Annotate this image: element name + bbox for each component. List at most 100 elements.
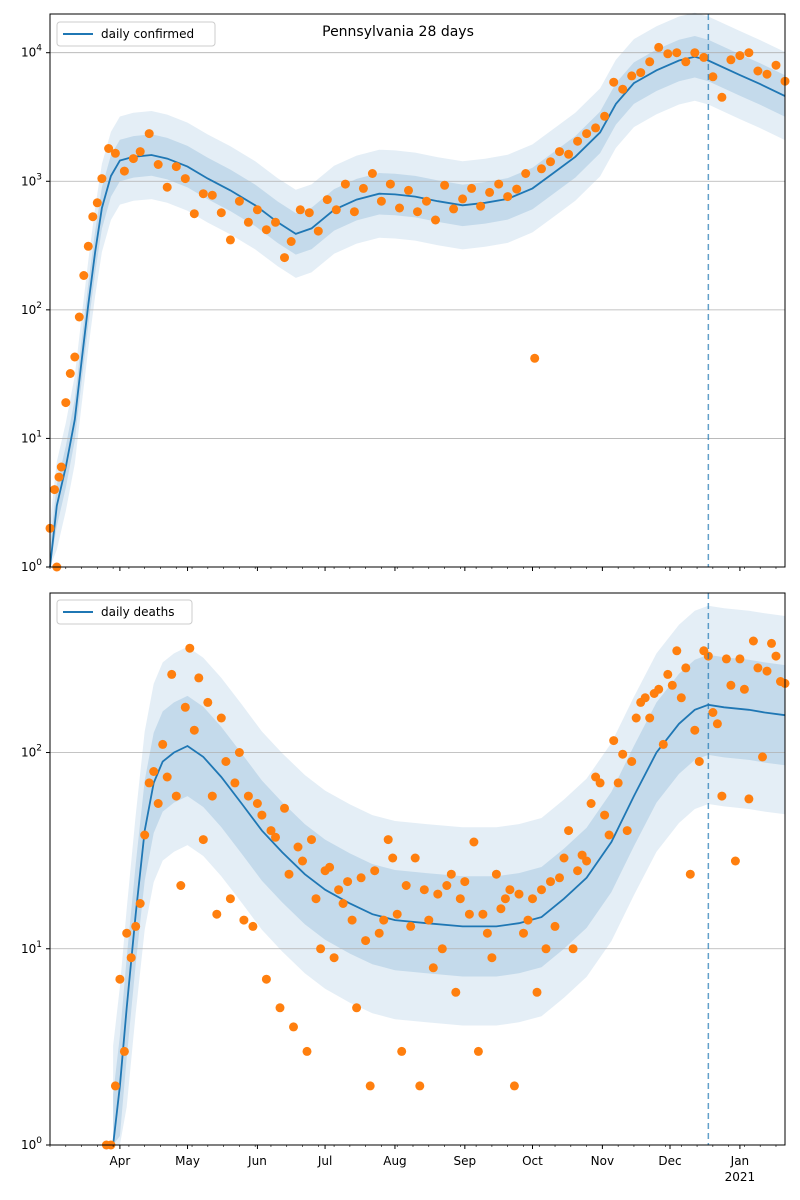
observed-point bbox=[153, 799, 163, 808]
observed-point bbox=[167, 669, 177, 679]
x-tick-label: Dec bbox=[658, 1154, 681, 1168]
observed-point bbox=[230, 778, 240, 788]
observed-point bbox=[600, 111, 610, 121]
observed-point bbox=[302, 1046, 312, 1056]
observed-point bbox=[162, 772, 172, 782]
observed-point bbox=[521, 169, 531, 178]
observed-point bbox=[699, 52, 709, 62]
observed-point bbox=[530, 353, 540, 363]
observed-point bbox=[370, 866, 380, 876]
observed-point bbox=[467, 183, 477, 193]
observed-point bbox=[753, 66, 763, 76]
observed-point bbox=[446, 869, 456, 879]
observed-point bbox=[334, 885, 344, 895]
observed-point bbox=[284, 869, 294, 879]
observed-point bbox=[293, 842, 303, 852]
observed-point bbox=[627, 757, 637, 766]
observed-point bbox=[304, 208, 314, 218]
observed-point bbox=[609, 77, 619, 87]
observed-point bbox=[185, 643, 195, 653]
observed-point bbox=[591, 123, 601, 133]
observed-point bbox=[162, 182, 172, 192]
observed-point bbox=[275, 1003, 285, 1013]
observed-point bbox=[289, 1022, 298, 1032]
observed-point bbox=[356, 873, 366, 883]
observed-point bbox=[410, 853, 420, 863]
observed-point bbox=[636, 68, 646, 78]
observed-point bbox=[419, 885, 429, 895]
observed-point bbox=[730, 856, 740, 866]
observed-point bbox=[735, 51, 745, 61]
confirmed-x-ticks bbox=[49, 567, 777, 571]
observed-point bbox=[397, 1046, 407, 1056]
observed-point bbox=[431, 215, 440, 225]
x-tick-label: Apr bbox=[110, 1154, 131, 1168]
observed-point bbox=[767, 638, 776, 648]
observed-point bbox=[239, 915, 249, 925]
observed-point bbox=[70, 352, 80, 362]
observed-point bbox=[97, 174, 107, 184]
observed-point bbox=[331, 205, 341, 215]
observed-point bbox=[460, 877, 470, 887]
observed-point bbox=[352, 1003, 362, 1013]
legend-box bbox=[56, 599, 193, 625]
observed-point bbox=[546, 877, 555, 887]
observed-point bbox=[140, 830, 150, 840]
observed-point bbox=[280, 803, 289, 813]
observed-point bbox=[685, 869, 695, 879]
observed-point bbox=[519, 928, 528, 938]
observed-point bbox=[582, 129, 592, 139]
observed-point bbox=[528, 894, 537, 904]
observed-point bbox=[243, 217, 253, 227]
observed-point bbox=[555, 873, 564, 883]
deaths-gridlines bbox=[50, 752, 785, 950]
observed-point bbox=[654, 684, 664, 694]
confirmed-confidence-bands bbox=[50, 12, 785, 567]
observed-point bbox=[455, 894, 465, 904]
observed-point bbox=[104, 144, 114, 153]
observed-point bbox=[207, 190, 217, 200]
observed-point bbox=[54, 472, 64, 482]
observed-point bbox=[61, 398, 71, 408]
observed-point bbox=[88, 212, 98, 222]
observed-point bbox=[512, 184, 522, 194]
observed-point bbox=[735, 654, 745, 664]
observed-point bbox=[361, 936, 371, 946]
observed-point bbox=[135, 147, 145, 157]
observed-point bbox=[523, 915, 533, 925]
observed-point bbox=[131, 921, 141, 931]
observed-point bbox=[676, 693, 686, 703]
observed-point bbox=[546, 157, 555, 167]
observed-point bbox=[609, 736, 619, 746]
observed-point bbox=[198, 835, 208, 845]
observed-point bbox=[476, 201, 486, 211]
observed-point bbox=[613, 778, 623, 788]
observed-point bbox=[365, 1081, 375, 1091]
observed-point bbox=[726, 55, 736, 65]
observed-point bbox=[753, 663, 763, 673]
observed-point bbox=[485, 187, 495, 197]
observed-point bbox=[708, 72, 718, 82]
observed-point bbox=[295, 205, 305, 215]
observed-point bbox=[473, 1046, 483, 1056]
observed-point bbox=[298, 856, 307, 866]
confirmed-marks bbox=[45, 14, 790, 572]
observed-point bbox=[358, 183, 368, 193]
observed-point bbox=[721, 654, 731, 664]
observed-point bbox=[564, 826, 574, 836]
observed-point bbox=[234, 196, 244, 206]
x-tick-label: May bbox=[175, 1154, 200, 1168]
observed-point bbox=[654, 42, 664, 52]
observed-point bbox=[500, 894, 510, 904]
observed-point bbox=[424, 915, 434, 925]
observed-point bbox=[225, 235, 235, 245]
observed-point bbox=[645, 57, 655, 67]
observed-point bbox=[252, 205, 262, 215]
observed-point bbox=[663, 669, 673, 679]
observed-point bbox=[50, 485, 59, 495]
observed-point bbox=[221, 757, 231, 766]
observed-point bbox=[496, 904, 506, 914]
observed-point bbox=[374, 928, 384, 938]
